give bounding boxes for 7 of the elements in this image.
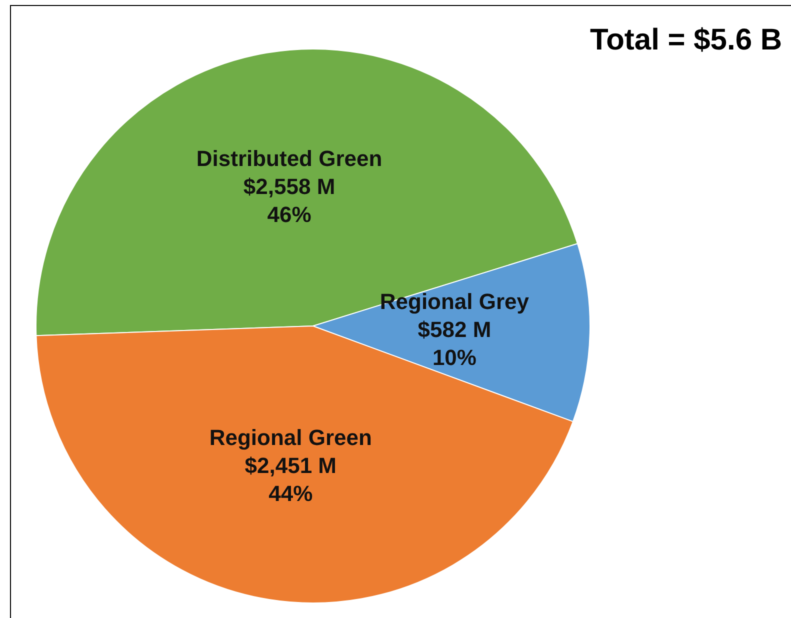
text: Total = $5.6 B [590, 24, 782, 56]
data-label: $582 M 10% [418, 317, 492, 370]
slice-label: Regional Green [209, 425, 372, 450]
slice-label: Regional Grey [380, 289, 530, 314]
slice-label: Distributed Green [196, 146, 382, 171]
data-label: $2,558 M 46% [243, 174, 336, 227]
data-label: $2,451 M 44% [244, 453, 337, 506]
